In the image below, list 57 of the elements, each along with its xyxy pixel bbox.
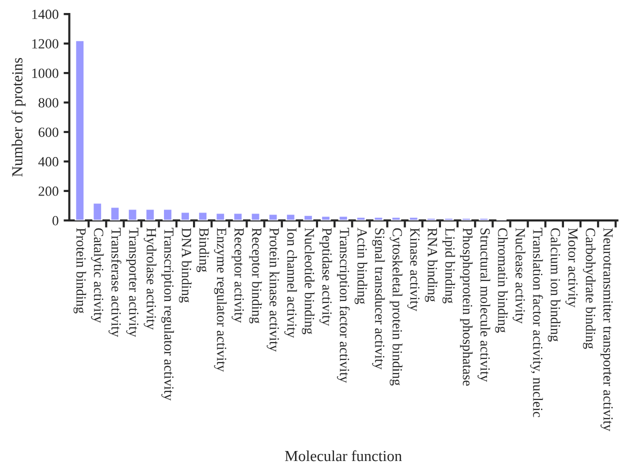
y-axis-title: Number of proteins — [12, 58, 26, 177]
x-tick-label: Catalytic activity — [91, 228, 104, 323]
x-tick-label: Receptor activity — [232, 228, 244, 323]
bar — [145, 208, 156, 220]
x-tick-label: Neurotransmitter transporter activity — [600, 228, 613, 432]
x-tick-label: Protein binding — [74, 228, 86, 314]
bar — [250, 212, 261, 220]
bar — [268, 213, 278, 220]
x-tick-label: Lipid binding — [442, 228, 456, 304]
bar — [110, 206, 120, 220]
x-tick-label: Binding — [196, 228, 210, 272]
x-tick-label: RNA binding — [424, 228, 438, 302]
bar — [286, 213, 296, 220]
x-tick-label: Cytoskeletal protein binding — [390, 228, 402, 386]
bar — [320, 215, 331, 220]
bar — [215, 212, 226, 220]
bar — [162, 208, 173, 220]
y-tick-label: 1400 — [32, 10, 58, 20]
bar — [74, 40, 85, 220]
x-tick-label: Transporter activity — [126, 228, 138, 338]
x-tick-label: Motor activity — [565, 228, 578, 308]
x-tick-label: Receptor binding — [249, 228, 262, 324]
y-tick-label: 600 — [38, 128, 58, 137]
x-tick-label: Phosphoprotein phosphatase — [460, 228, 473, 386]
x-tick-label: Structural molecule activity — [478, 228, 490, 382]
bar — [232, 212, 244, 220]
bar — [198, 211, 208, 220]
y-tick-label: 1200 — [32, 39, 58, 49]
x-tick-label: Protein kinase activity — [266, 228, 280, 352]
x-tick-label: Transcription factor activity — [336, 228, 350, 383]
bar — [338, 215, 348, 220]
x-tick-label: Kinase activity — [407, 228, 420, 312]
x-tick-label: Carbohydrate binding — [582, 228, 596, 349]
y-tick-label: 1000 — [32, 68, 58, 78]
bar — [303, 214, 314, 220]
x-tick-label: Nuclease activity — [512, 228, 526, 324]
x-tick-label: Transferase activity — [108, 228, 122, 338]
x-axis-title: Molecular function — [285, 450, 402, 462]
x-tick-label: Enzyme regulator activity — [214, 228, 227, 372]
x-tick-label: Transcription regulator activity — [161, 228, 174, 401]
x-tick-label: Calcium ion binding — [548, 228, 560, 342]
x-tick-label: Nucleotide binding — [302, 228, 315, 334]
x-tick-label: DNA binding — [178, 228, 192, 303]
bar — [180, 211, 190, 220]
x-tick-label: Actin binding — [354, 228, 368, 304]
bar — [127, 208, 138, 220]
bar — [92, 202, 102, 220]
x-tick-label: Hydrolase activity — [144, 228, 156, 330]
x-tick-label: Chromatin binding — [495, 228, 508, 333]
x-tick-label: Ion channel activity — [284, 228, 297, 338]
y-tick-label: 800 — [38, 98, 58, 108]
y-tick-label: 400 — [38, 157, 58, 166]
x-tick-label: Peptidase activity — [319, 228, 332, 326]
x-tick-label: Signal transducer activity — [372, 228, 385, 370]
y-tick-label: 200 — [38, 186, 58, 196]
y-tick-label: 0 — [52, 216, 58, 226]
x-tick-label: Translation factor activity, nucleic — [530, 228, 543, 418]
